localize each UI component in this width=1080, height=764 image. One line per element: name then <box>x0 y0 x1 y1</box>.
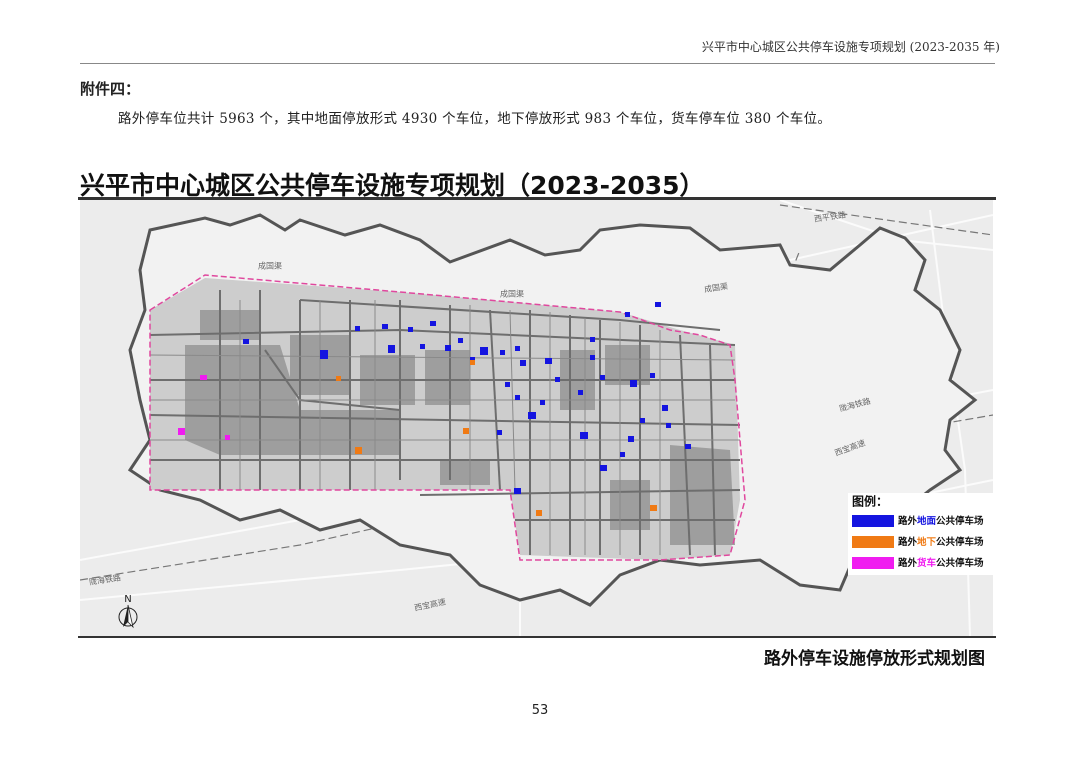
section-label: 附件四： <box>80 80 141 98</box>
legend-prefix: 路外 <box>898 557 918 569</box>
map-label: 成国渠 <box>703 281 728 294</box>
map-label: 成国渠 <box>258 261 282 271</box>
legend-type: 地面 <box>917 515 937 527</box>
map-label: 成国渠 <box>500 289 524 299</box>
legend-entry: 路外地下公共停车场 <box>898 536 984 548</box>
bottom-rule <box>78 636 996 638</box>
legend-title: 图例： <box>852 494 888 509</box>
map-label: 西平铁路 <box>813 209 846 223</box>
legend-swatch <box>852 557 894 569</box>
figure-caption: 路外停车设施停放形式规划图 <box>764 648 985 669</box>
header-rule <box>80 63 995 64</box>
parking-truck-marks <box>178 375 230 440</box>
legend-type: 货车 <box>916 557 937 569</box>
map-label: 陇海铁路 <box>88 572 121 586</box>
legend-entry: 路外货车公共停车场 <box>898 557 984 569</box>
parking-underground-marks <box>336 360 657 516</box>
legend-swatch <box>852 515 894 527</box>
legend-suffix: 公共停车场 <box>936 515 984 527</box>
north-label: N <box>124 594 131 605</box>
paragraph: 路外停车位共计 5963 个，其中地面停放形式 4930 个车位，地下停放形式 … <box>118 111 832 127</box>
legend-prefix: 路外 <box>898 515 918 527</box>
map-figure: 兴平市中心城区公共停车设施专项规划（2023-2035） <box>78 171 996 669</box>
legend-prefix: 路外 <box>898 536 918 548</box>
legend-suffix: 公共停车场 <box>936 536 984 548</box>
map-title: 兴平市中心城区公共停车设施专项规划（2023-2035） <box>80 171 705 200</box>
legend-suffix: 公共停车场 <box>936 557 984 569</box>
page-number: 53 <box>531 703 549 718</box>
running-header: 兴平市中心城区公共停车设施专项规划 (2023-2035 年) <box>701 40 1000 54</box>
legend-type: 地下 <box>917 536 937 548</box>
parking-ground-marks <box>243 302 691 494</box>
north-arrow: N <box>118 594 138 629</box>
title-rule <box>78 197 996 200</box>
legend-entry: 路外地面公共停车场 <box>898 515 984 527</box>
legend-swatch <box>852 536 894 548</box>
